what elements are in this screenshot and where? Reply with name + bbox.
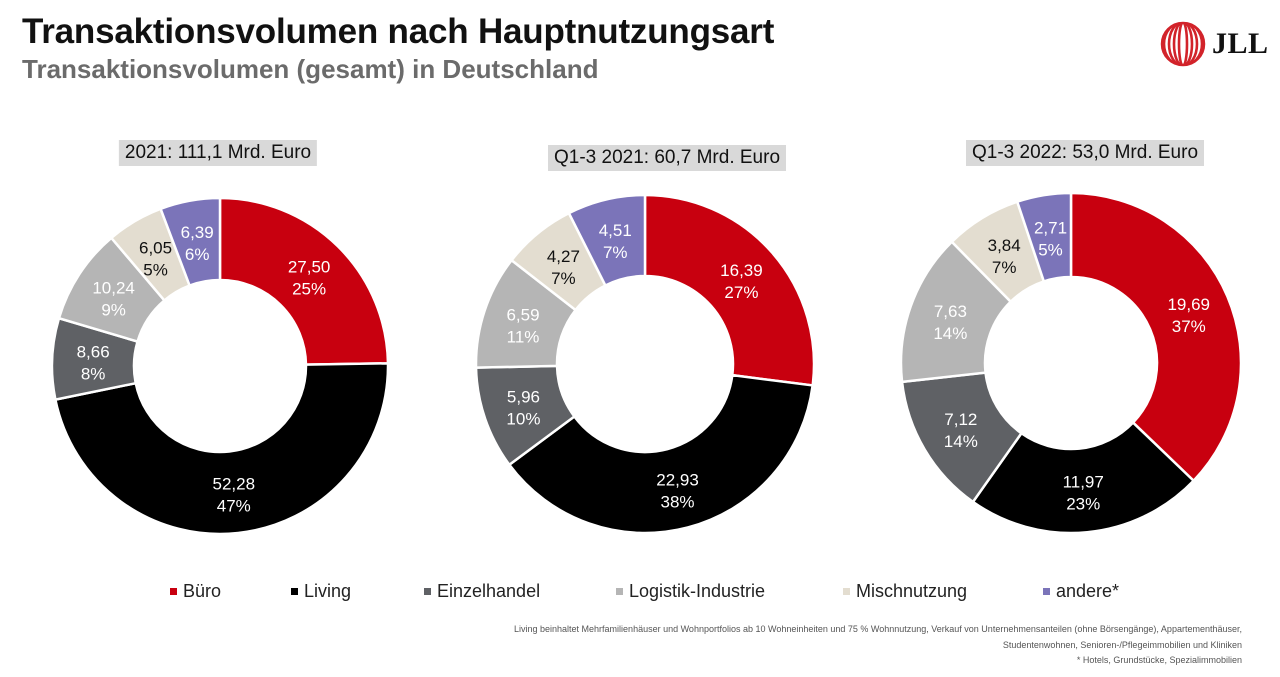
- legend-label-einzelhandel: Einzelhandel: [437, 581, 541, 601]
- legend-swatch-logistik: [616, 588, 623, 595]
- percent-label-mischnutzung-1: 7%: [551, 269, 576, 288]
- footnote-andere: * Hotels, Grundstücke, Spezialimmobilien: [1076, 655, 1242, 665]
- jll-logo-text: JLL: [1212, 27, 1269, 60]
- slice-andere-2: [1015, 191, 1073, 283]
- value-label-einzelhandel-1: 5,96: [507, 388, 540, 407]
- value-label-logistik-industrie-1: 6,59: [506, 306, 539, 325]
- slice-andere-0: [158, 196, 222, 288]
- percent-label-living-1: 38%: [661, 492, 695, 511]
- value-label-logistik-industrie-2: 7,63: [934, 302, 967, 321]
- percent-label-logistik-industrie-2: 14%: [933, 324, 967, 343]
- slice-living-0: [53, 362, 390, 536]
- legend-item-living: Living: [291, 581, 351, 602]
- donut-chart-0: 27,50 25% 52,28 47% 8,66 8% 10,24 9% 6,05 5% 6,39 6…: [50, 196, 390, 536]
- value-label-mischnutzung-0: 6,05: [139, 239, 172, 258]
- percent-label-living-0: 47%: [217, 496, 251, 515]
- legend-label-andere: andere*: [1056, 581, 1120, 601]
- slice-buero-0: [218, 196, 390, 366]
- legend-item-einzelhandel: Einzelhandel: [424, 581, 540, 602]
- legend-item-logistik: Logistik-Industrie: [616, 581, 765, 602]
- legend-label-mischnutzung: Mischnutzung: [856, 581, 968, 601]
- percent-label-einzelhandel-1: 10%: [506, 410, 540, 429]
- value-label-living-0: 52,28: [212, 474, 255, 493]
- value-label-buero-1: 16,39: [720, 261, 763, 280]
- value-label-einzelhandel-2: 7,12: [944, 410, 977, 429]
- percent-label-mischnutzung-0: 5%: [143, 261, 168, 280]
- legend-item-mischnutzung: Mischnutzung: [843, 581, 967, 602]
- slice-buero-2: [1069, 191, 1243, 483]
- value-label-einzelhandel-0: 8,66: [77, 342, 110, 361]
- percent-label-mischnutzung-2: 7%: [992, 258, 1017, 277]
- legend-item-buero: Büro: [170, 581, 221, 602]
- percent-label-einzelhandel-0: 8%: [81, 364, 106, 383]
- legend-swatch-mischnutzung: [843, 588, 850, 595]
- page-title: Transaktionsvolumen nach Hauptnutzungsar…: [22, 12, 775, 51]
- footnote-living-cont: Studentenwohnen, Senioren-/Pflegeimmobil…: [1002, 640, 1242, 650]
- jll-logo-mark-icon: [1160, 21, 1206, 67]
- slice-andere-1: [567, 193, 647, 288]
- percent-label-buero-0: 25%: [292, 279, 326, 298]
- value-label-mischnutzung-1: 4,27: [547, 247, 580, 266]
- percent-label-andere-0: 6%: [185, 245, 210, 264]
- value-label-living-2: 11,97: [1063, 472, 1104, 491]
- value-label-andere-2: 2,71: [1034, 219, 1067, 238]
- percent-label-einzelhandel-2: 14%: [944, 432, 978, 451]
- legend-swatch-einzelhandel: [424, 588, 431, 595]
- chart-title-2021: 2021: 111,1 Mrd. Euro: [118, 140, 318, 166]
- donut-chart-1: 16,39 27% 22,93 38% 5,96 10% 6,59 11% 4,27 7% 4,51…: [474, 193, 816, 535]
- value-label-mischnutzung-2: 3,84: [988, 236, 1021, 255]
- percent-label-living-2: 23%: [1066, 494, 1100, 513]
- legend-swatch-andere: [1043, 588, 1050, 595]
- slice-living-1: [507, 373, 815, 535]
- legend-swatch-buero: [170, 588, 177, 595]
- value-label-andere-0: 6,39: [181, 223, 214, 242]
- percent-label-andere-1: 7%: [603, 243, 628, 262]
- legend: Büro Living Einzelhandel Logistik-Indust…: [0, 581, 1280, 605]
- slice-living-2: [971, 420, 1196, 535]
- value-label-andere-1: 4,51: [599, 221, 632, 240]
- percent-label-logistik-industrie-1: 11%: [507, 328, 540, 347]
- footnote-living: Living beinhaltet Mehrfamilienhäuser und…: [514, 624, 1242, 634]
- percent-label-buero-1: 27%: [724, 283, 758, 302]
- page-subtitle: Transaktionsvolumen (gesamt) in Deutschl…: [22, 54, 599, 84]
- chart-title-q1-3-2022: Q1-3 2022: 53,0 Mrd. Euro: [965, 140, 1205, 166]
- jll-logo: JLL: [1160, 18, 1272, 70]
- legend-item-andere: andere*: [1043, 581, 1119, 602]
- legend-label-living: Living: [304, 581, 352, 601]
- value-label-logistik-industrie-0: 10,24: [92, 279, 135, 298]
- percent-label-logistik-industrie-0: 9%: [101, 301, 126, 320]
- legend-label-logistik: Logistik-Industrie: [629, 581, 766, 601]
- legend-label-buero: Büro: [183, 581, 222, 601]
- value-label-living-1: 22,93: [656, 470, 699, 489]
- chart-title-q1-3-2021: Q1-3 2021: 60,7 Mrd. Euro: [547, 145, 787, 171]
- legend-swatch-living: [291, 588, 298, 595]
- donut-chart-2: 19,69 37% 11,97 23% 7,12 14% 7,63 14% 3,84 7% 2,71…: [899, 191, 1243, 535]
- percent-label-buero-2: 37%: [1172, 317, 1206, 336]
- value-label-buero-0: 27,50: [288, 257, 331, 276]
- value-label-buero-2: 19,69: [1167, 295, 1210, 314]
- slice-buero-1: [643, 193, 816, 387]
- percent-label-andere-2: 5%: [1038, 241, 1063, 260]
